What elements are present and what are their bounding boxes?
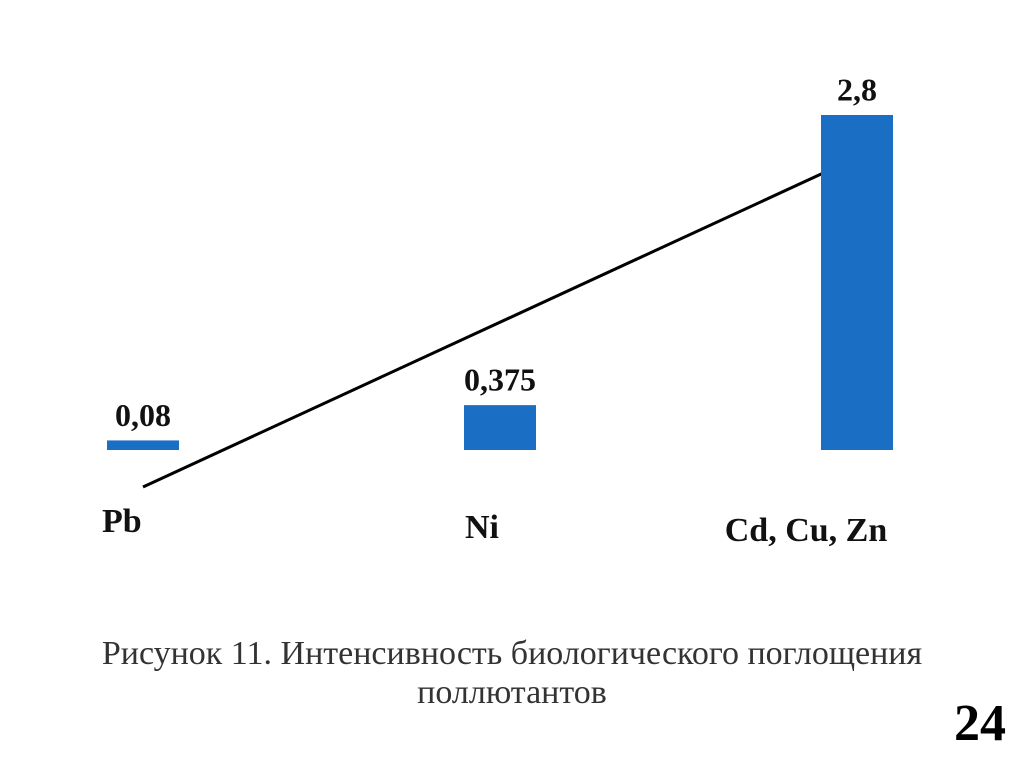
value-label: 0,08 (115, 397, 171, 433)
trend-line (142, 155, 859, 489)
category-label: Ni (465, 509, 499, 546)
bar (464, 405, 536, 450)
bar (821, 115, 893, 450)
caption: Рисунок 11. Интенсивность биологического… (102, 635, 923, 672)
category-label: Cd, Cu, Zn (725, 512, 888, 549)
category-label: Pb (102, 503, 142, 540)
caption: поллютантов (417, 674, 607, 711)
slide-number: 24 (954, 695, 1006, 752)
bar (107, 440, 179, 450)
value-label: 2,8 (837, 71, 877, 107)
value-label: 0,375 (464, 361, 536, 397)
